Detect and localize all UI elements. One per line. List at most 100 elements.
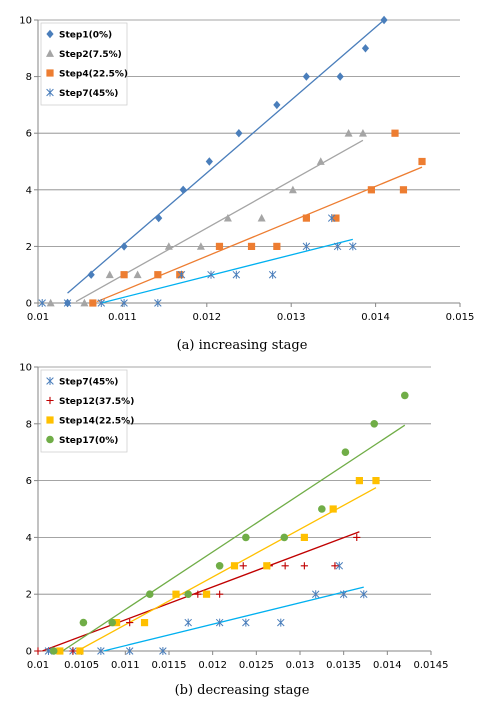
trendline-4 bbox=[101, 238, 353, 304]
data-point bbox=[235, 129, 243, 138]
data-point bbox=[281, 562, 289, 570]
chart-panel-a: 0 2 4 6 8 10 0.01 0.011 0.012 0.013 0.014 0.015 Step… bbox=[19, 16, 474, 324]
x-tick-label: 0.01 bbox=[27, 312, 49, 323]
x-tick-label: 0.014 bbox=[373, 660, 402, 671]
data-point bbox=[63, 299, 72, 307]
data-point bbox=[341, 448, 350, 457]
y-tick-label: 0 bbox=[26, 299, 32, 310]
data-point bbox=[34, 647, 42, 655]
data-point bbox=[120, 271, 128, 279]
data-point bbox=[80, 298, 89, 307]
data-point bbox=[176, 271, 184, 279]
data-point bbox=[133, 270, 142, 279]
data-point bbox=[105, 270, 114, 279]
data-point bbox=[401, 391, 409, 400]
x-tick-label: 0.0105 bbox=[64, 660, 99, 671]
legend-label: Step12(37.5%) bbox=[59, 397, 134, 407]
data-point bbox=[230, 562, 239, 570]
data-point bbox=[358, 129, 367, 137]
y-tick-label: 2 bbox=[26, 590, 32, 601]
x-tick-label: 0.01 bbox=[27, 660, 49, 671]
data-point bbox=[316, 157, 325, 165]
data-point bbox=[164, 242, 173, 250]
data-point bbox=[49, 647, 58, 655]
data-point bbox=[372, 477, 380, 485]
data-point bbox=[97, 299, 106, 307]
data-point bbox=[332, 214, 340, 222]
y-tick-label: 0 bbox=[26, 647, 32, 658]
data-point bbox=[56, 647, 64, 655]
data-point bbox=[280, 533, 289, 542]
y-tick-label: 10 bbox=[19, 16, 32, 27]
legend-label: Step17(0%) bbox=[59, 436, 118, 446]
data-point bbox=[288, 185, 297, 194]
data-point bbox=[380, 15, 388, 25]
data-point bbox=[302, 214, 310, 222]
data-point bbox=[359, 590, 368, 599]
chart-panel-b: 0 2 4 6 8 10 0.01 0.0105 0.011 0.0115 0.012 0.0125 0… bbox=[19, 363, 448, 672]
x-tick-label: 0.0125 bbox=[239, 660, 274, 671]
data-point bbox=[399, 186, 408, 194]
data-point bbox=[273, 100, 281, 110]
data-point bbox=[232, 270, 241, 279]
x-tick-label: 0.011 bbox=[111, 660, 140, 671]
data-point bbox=[125, 647, 134, 655]
trendline-4 bbox=[62, 424, 406, 652]
trendline-1 bbox=[103, 586, 364, 652]
x-tick-label: 0.0115 bbox=[152, 660, 187, 671]
y-tick-label: 4 bbox=[26, 185, 32, 196]
data-point bbox=[242, 618, 250, 627]
data-point bbox=[202, 590, 211, 598]
data-point bbox=[318, 505, 326, 513]
data-point bbox=[333, 242, 342, 251]
y-tick-label: 6 bbox=[26, 476, 32, 487]
legend-marker bbox=[46, 435, 54, 444]
data-point bbox=[335, 561, 344, 570]
data-point bbox=[215, 618, 224, 627]
data-point bbox=[79, 618, 88, 627]
y-tick-label: 10 bbox=[19, 363, 32, 374]
x-tick-label: 0.012 bbox=[198, 660, 227, 671]
data-point bbox=[196, 242, 205, 250]
data-point bbox=[120, 242, 128, 251]
data-point bbox=[349, 242, 357, 251]
data-point bbox=[145, 590, 154, 598]
legend-label: Step14(22.5%) bbox=[59, 416, 134, 426]
data-point bbox=[194, 590, 202, 598]
data-point bbox=[418, 157, 426, 166]
legend-label: Step7(45%) bbox=[59, 377, 118, 387]
data-point bbox=[126, 619, 134, 627]
data-point bbox=[76, 647, 84, 655]
x-tick-label: 0.012 bbox=[192, 312, 221, 323]
data-point bbox=[159, 647, 167, 655]
legend-label: Step1(0%) bbox=[59, 30, 112, 40]
legend-marker bbox=[46, 377, 54, 385]
data-point bbox=[370, 420, 379, 428]
y-tick-label: 8 bbox=[26, 419, 32, 430]
legend-marker bbox=[46, 69, 54, 77]
y-tick-label: 4 bbox=[26, 533, 32, 544]
legend-label: Step4(22.5%) bbox=[59, 69, 128, 79]
caption-a: (a) increasing stage bbox=[177, 338, 308, 353]
y-tick-label: 2 bbox=[26, 242, 32, 253]
x-tick-label: 0.013 bbox=[277, 312, 306, 323]
legend-label: Step2(7.5%) bbox=[59, 50, 122, 60]
legend-marker bbox=[46, 396, 54, 405]
data-point bbox=[108, 618, 117, 627]
data-point bbox=[367, 186, 375, 194]
data-point bbox=[38, 299, 46, 307]
data-point bbox=[223, 213, 232, 222]
data-point bbox=[329, 505, 337, 513]
x-tick-label: 0.011 bbox=[108, 312, 137, 323]
legend-marker bbox=[46, 49, 54, 57]
data-point bbox=[277, 618, 285, 627]
data-point bbox=[154, 299, 162, 307]
x-tick-label: 0.014 bbox=[361, 312, 390, 323]
data-point bbox=[302, 72, 310, 81]
data-point bbox=[391, 129, 399, 137]
data-point bbox=[177, 270, 186, 279]
legend-marker bbox=[46, 88, 54, 97]
data-point bbox=[336, 72, 344, 81]
data-point bbox=[120, 299, 128, 307]
